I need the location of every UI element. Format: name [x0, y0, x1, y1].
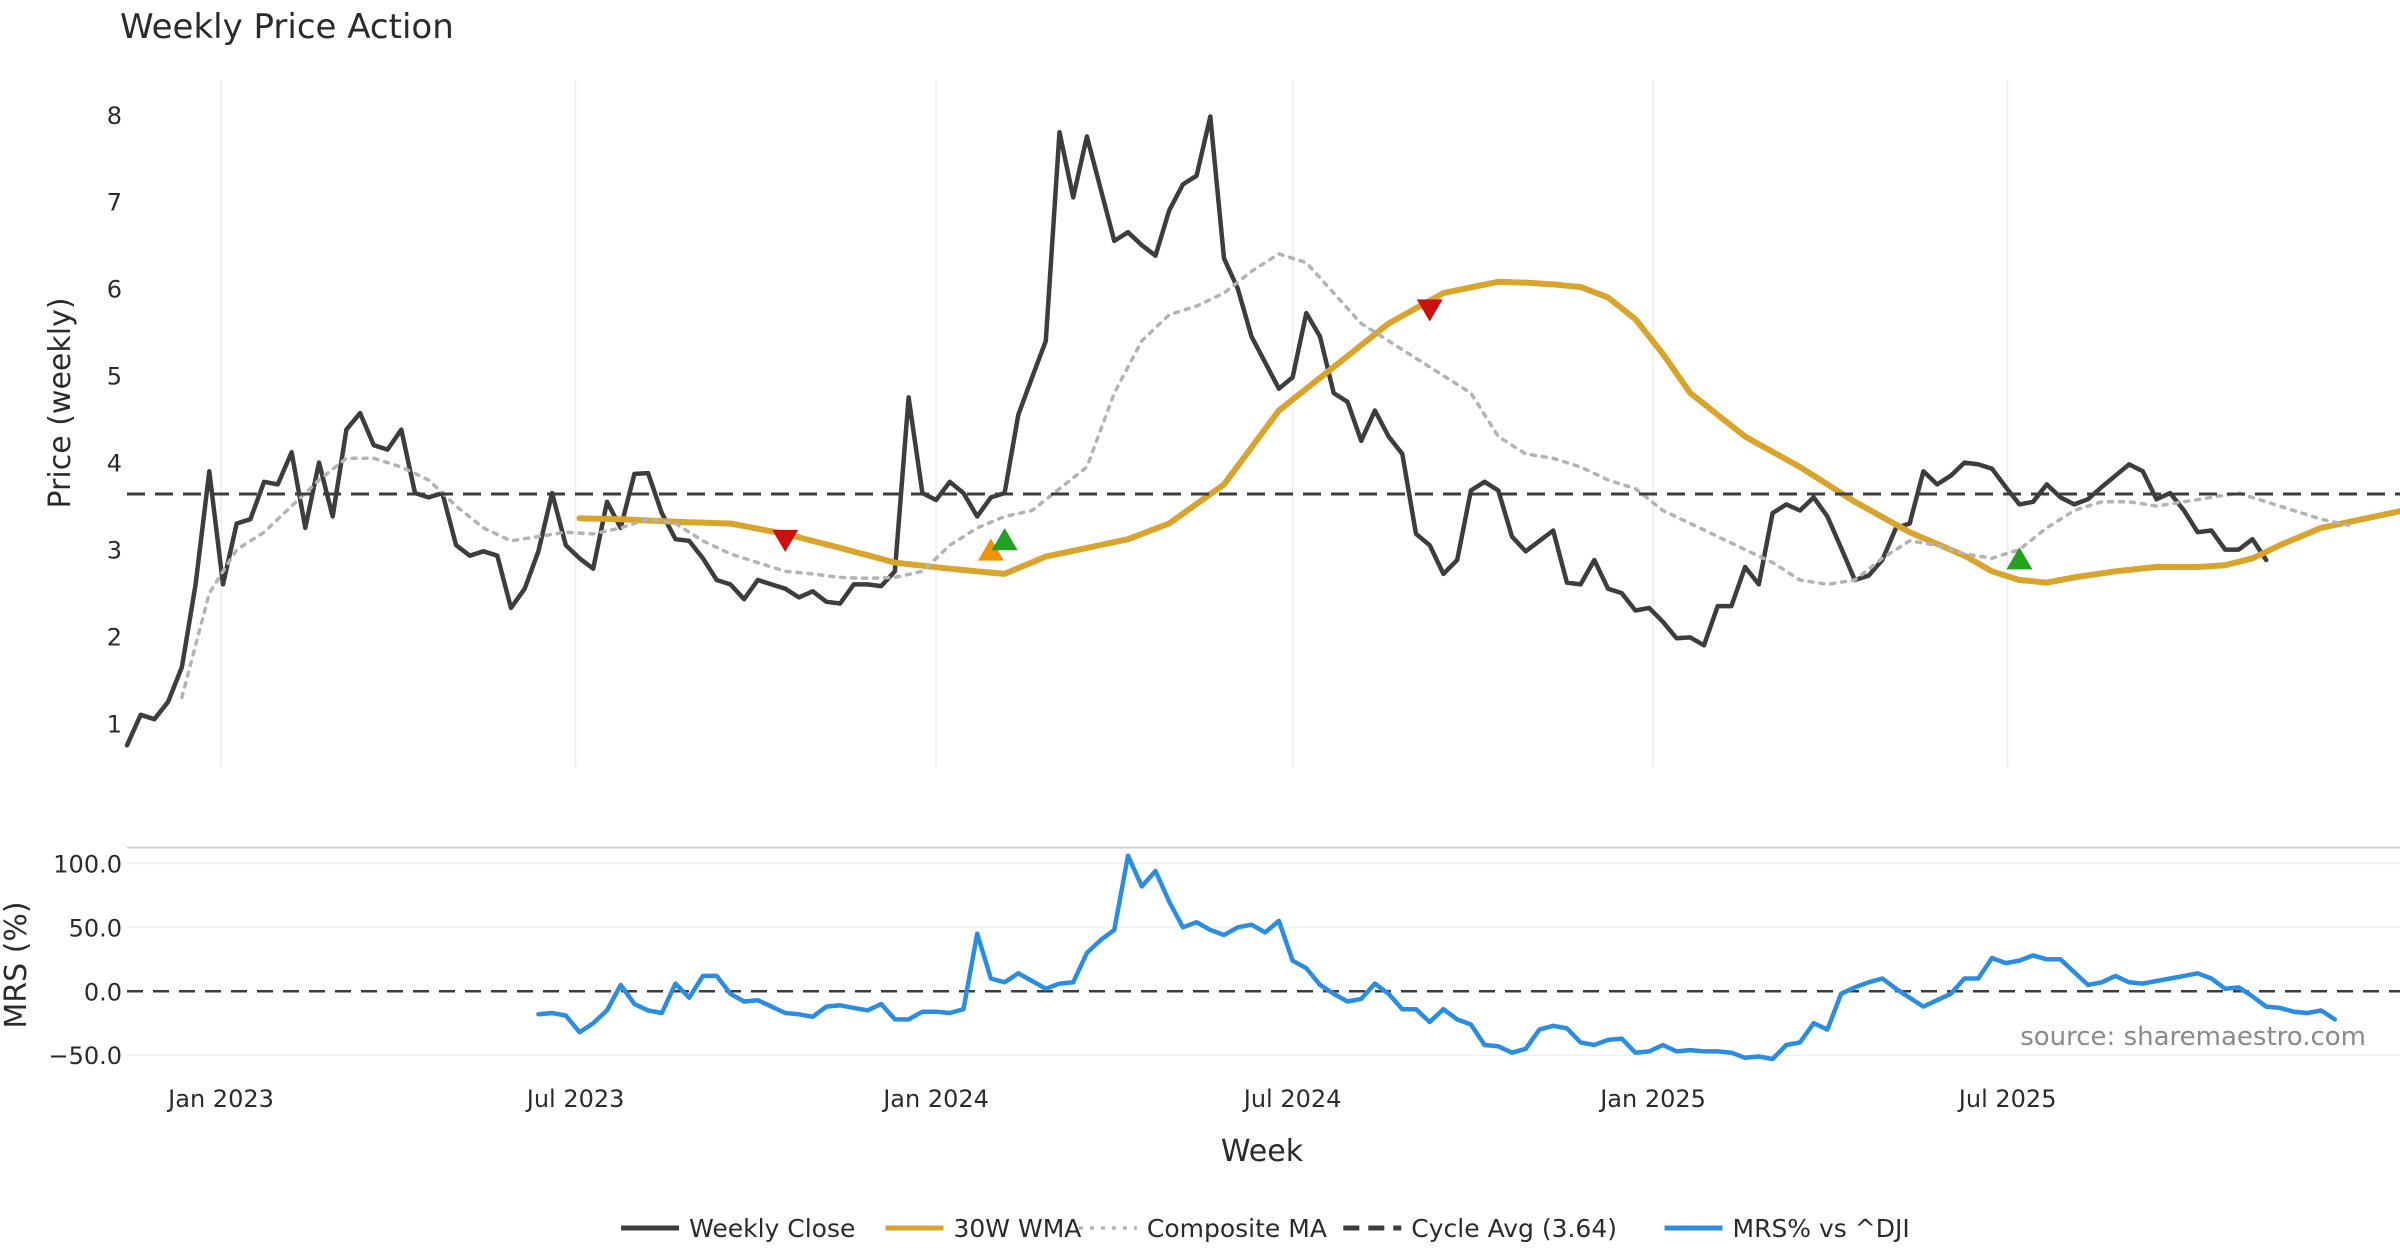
mrs-y-tick-2: 0.0 — [84, 978, 122, 1006]
legend-label-cycle-avg-3-64: Cycle Avg (3.64) — [1411, 1214, 1617, 1243]
mrs-vs-dji-line — [536, 853, 2338, 1062]
signal-up-marker-3 — [991, 528, 1018, 551]
legend-item-30w-wma: 30W WMA — [885, 1214, 1082, 1243]
price-y-tick-3: 3 — [107, 537, 122, 565]
price-y-tick-4: 4 — [107, 450, 122, 478]
legend-label-mrs-vs-dji: MRS% vs ^DJI — [1733, 1214, 1910, 1243]
x-tick-jan-2024: Jan 2024 — [881, 1085, 989, 1113]
price-y-tick-2: 2 — [107, 624, 122, 652]
price-y-tick-7: 7 — [107, 189, 122, 217]
legend-label-weekly-close: Weekly Close — [689, 1214, 855, 1243]
mrs-y-tick-1: 50.0 — [69, 914, 122, 942]
signal-down-marker-4 — [1416, 299, 1443, 322]
mrs-y-tick-3: −50.0 — [48, 1042, 122, 1070]
legend: Weekly Close 30W WMA Composite MA Cycle Avg… — [621, 1214, 1910, 1243]
source-credit: source: sharemaestro.com — [2020, 1022, 2366, 1052]
signal-up-marker-5 — [2006, 547, 2033, 570]
price-panel: 1 2 3 4 5 6 7 8 — [107, 80, 2400, 767]
x-tick-jan-2023: Jan 2023 — [166, 1085, 274, 1113]
price-y-tick-5: 5 — [107, 363, 122, 391]
weekly-close-line — [124, 114, 2269, 748]
legend-label-composite-ma: Composite MA — [1147, 1214, 1327, 1243]
x-tick-jul-2024: Jul 2024 — [1242, 1085, 1342, 1113]
price-y-tick-6: 6 — [107, 276, 122, 304]
legend-item-mrs-vs-dji: MRS% vs ^DJI — [1664, 1214, 1910, 1243]
x-tick-jul-2023: Jul 2023 — [525, 1085, 625, 1113]
legend-item-weekly-close: Weekly Close — [621, 1214, 855, 1243]
price-y-tick-1: 1 — [107, 711, 122, 739]
mrs-y-tick-0: 100.0 — [53, 850, 122, 878]
mrs-y-axis-label: MRS (%) — [0, 901, 34, 1028]
chart-title: Weekly Price Action — [120, 7, 454, 47]
30w-wma-line — [576, 278, 2400, 586]
x-tick-jan-2025: Jan 2025 — [1598, 1085, 1706, 1113]
legend-item-composite-ma: Composite MA — [1078, 1214, 1327, 1243]
legend-item-cycle-avg-3-64: Cycle Avg (3.64) — [1343, 1214, 1617, 1243]
legend-label-30w-wma: 30W WMA — [954, 1214, 1082, 1243]
composite-ma-line — [180, 252, 2351, 700]
price-y-axis-label: Price (weekly) — [43, 297, 78, 508]
x-axis: Jan 2023 Jul 2023 Jan 2024 Jul 2024 Jan 2025… — [166, 1085, 2056, 1113]
mrs-panel: 100.0 50.0 0.0 −50.0 — [48, 846, 2400, 1070]
signal-down-marker-1 — [772, 529, 799, 552]
x-axis-label: Week — [1221, 1134, 1304, 1169]
x-tick-jul-2025: Jul 2025 — [1957, 1085, 2057, 1113]
signal-up-marker-2 — [977, 538, 1004, 561]
price-y-tick-8: 8 — [107, 102, 122, 130]
